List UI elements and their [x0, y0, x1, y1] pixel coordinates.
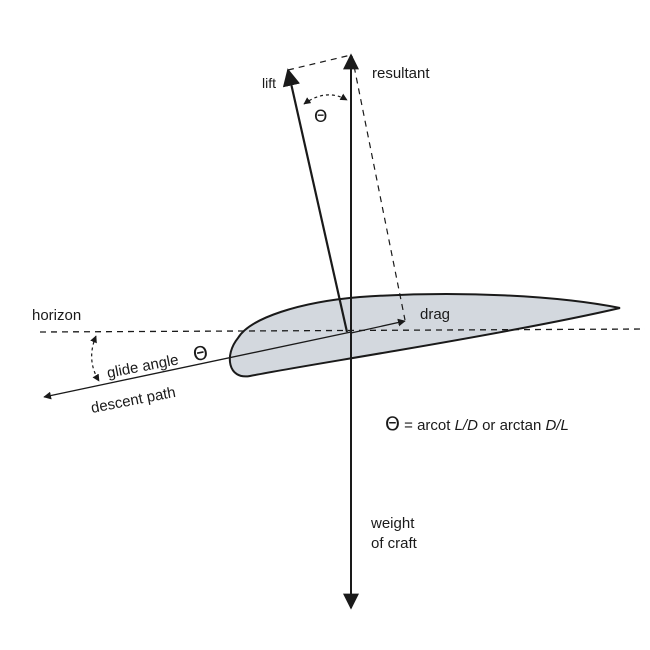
- theta-symbol: Θ: [314, 107, 327, 127]
- formula-eq: = arcot: [400, 417, 455, 434]
- descent-path-arrow: [43, 331, 352, 400]
- descent-path-label: descent path: [90, 384, 178, 417]
- theta-arc: [303, 93, 348, 105]
- descent-path-text: descent path: [90, 384, 178, 417]
- dashed-top: [287, 54, 352, 71]
- lift-arrow: [282, 68, 349, 333]
- weight-label-line1: weight: [370, 515, 415, 532]
- dashed-right: [351, 55, 406, 321]
- formula: Θ = arcot L/D or arctan D/L: [385, 413, 569, 435]
- glide-angle-label: glide angle Θ: [106, 342, 211, 382]
- formula-theta: Θ: [385, 413, 400, 435]
- resultant-label: resultant: [372, 65, 430, 82]
- airfoil: [229, 293, 621, 378]
- glide-angle-arc: [90, 335, 100, 382]
- horizon-label: horizon: [32, 307, 81, 324]
- lift-label: lift: [262, 75, 276, 91]
- drag-label: drag: [420, 306, 450, 323]
- formula-ld: L/D: [455, 417, 479, 434]
- drag-arrow: [350, 318, 406, 334]
- horizon-line: [39, 328, 646, 333]
- glide-angle-text: glide angle: [106, 351, 180, 382]
- weight-label-line2: of craft: [371, 535, 418, 552]
- glide-angle-theta: Θ: [191, 342, 210, 366]
- formula-dl: D/L: [545, 417, 568, 434]
- formula-or: or arctan: [478, 417, 546, 434]
